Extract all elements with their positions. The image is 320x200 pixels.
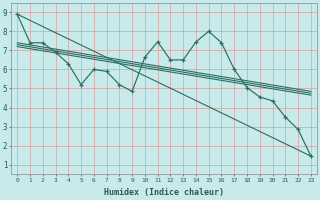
X-axis label: Humidex (Indice chaleur): Humidex (Indice chaleur) [104,188,224,197]
